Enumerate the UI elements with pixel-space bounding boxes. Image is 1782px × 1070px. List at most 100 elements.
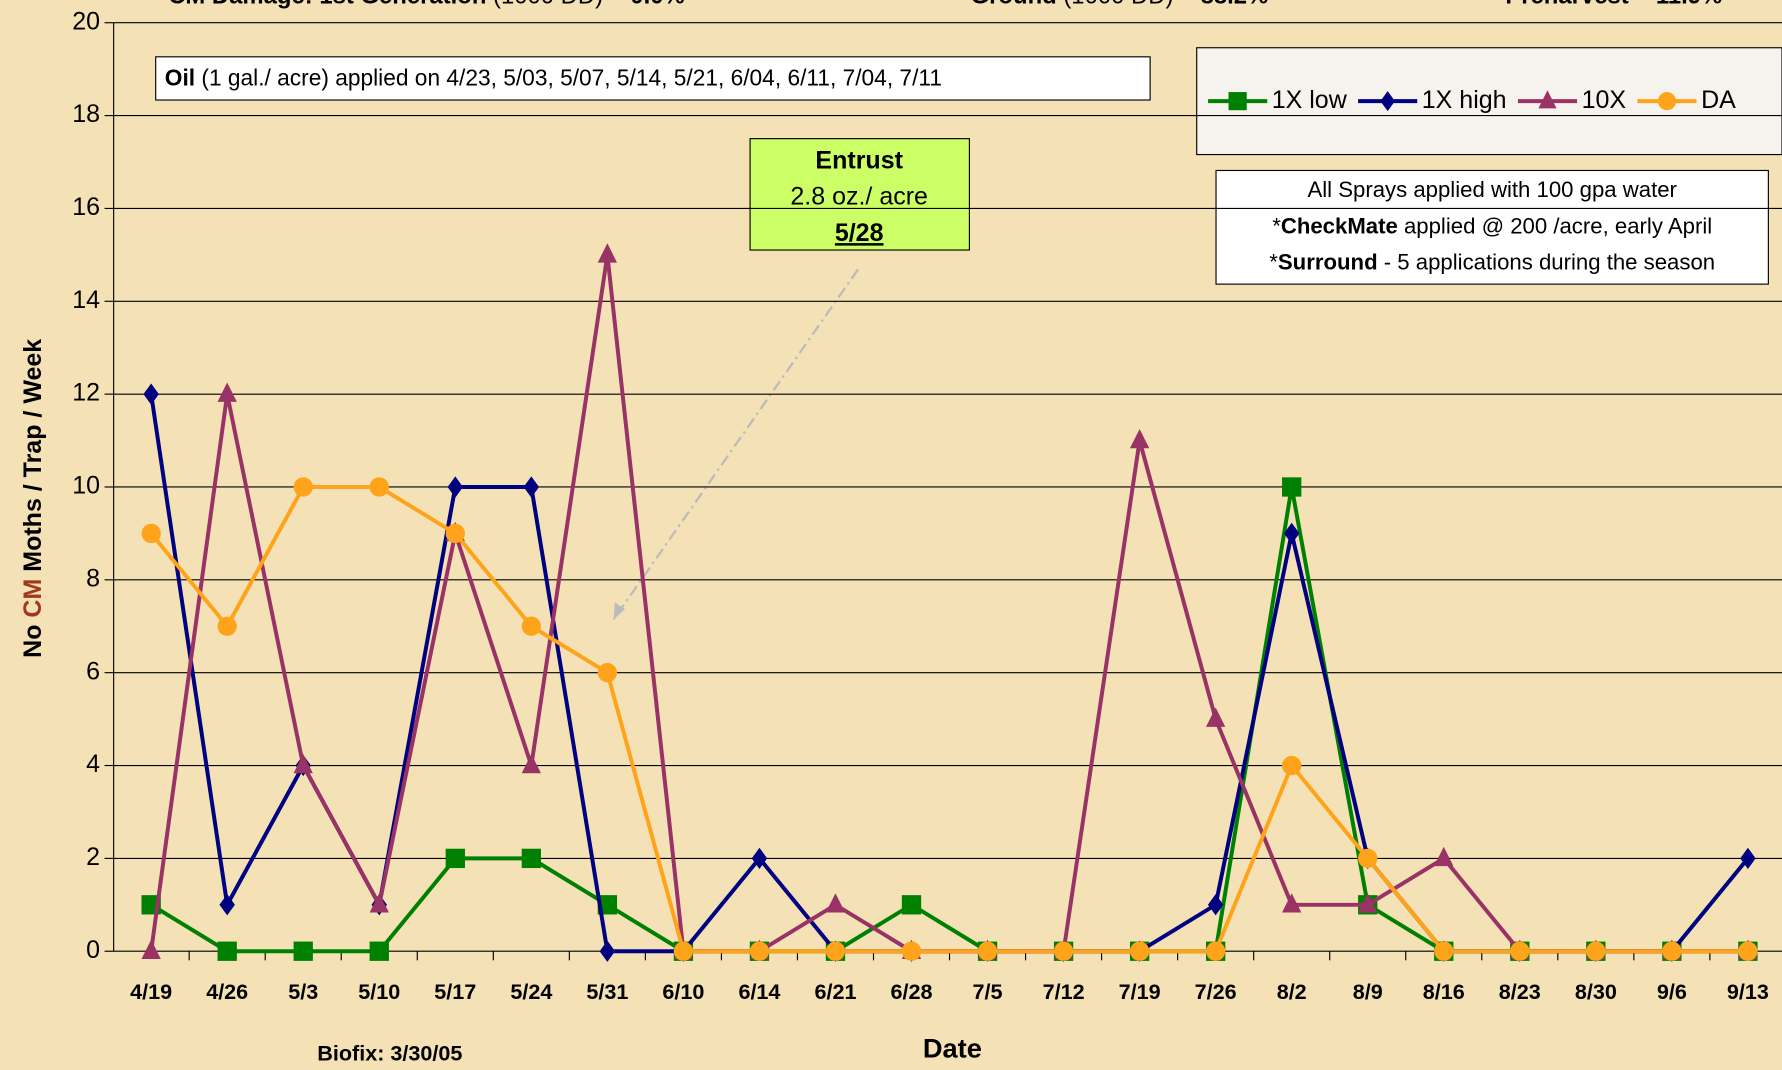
x-tick-label: 5/24 [510,979,552,1004]
text-part: CM [19,579,47,618]
marker [369,893,389,913]
marker [977,941,998,961]
marker [825,893,846,913]
x-tick-label: 5/10 [358,979,400,1004]
y-tick-label: 4 [86,750,100,778]
text-part: No [19,618,47,658]
marker [1434,846,1454,867]
x-tick-label: 7/5 [973,979,1003,1004]
x-tick-label: 5/17 [434,979,476,1004]
marker [445,523,465,544]
marker [1282,893,1302,913]
marker [141,523,161,544]
legend-label: 1X high [1422,86,1507,114]
text-part: 0.0% [630,0,684,10]
x-tick-label: 7/26 [1195,979,1237,1004]
text-part: Surround [1278,250,1378,275]
text-part: * [1269,250,1278,275]
marker [1586,941,1606,961]
y-tick-label: 12 [72,379,100,407]
rich-text: All Sprays applied with 100 gpa water [1307,177,1677,202]
marker [1538,90,1557,109]
marker [1282,755,1302,776]
marker [217,941,237,961]
marker [1358,893,1378,913]
x-tick-label: 7/19 [1119,979,1161,1004]
text-part: (1 gal./ acre) applied on 4/23, 5/03, 5/… [195,65,942,91]
x-tick-label: 6/10 [662,979,704,1004]
marker [217,616,237,636]
x-tick-label: 8/30 [1575,979,1617,1004]
marker [901,941,922,961]
text-part: 1st Generation [313,0,487,10]
text-part: Moths / Trap / Week [19,339,47,579]
rich-text: *CheckMate applied @ 200 /acre, early Ap… [1272,213,1712,238]
text-part: applied @ 200 /acre, early April [1398,213,1712,238]
arrow [612,268,859,621]
y-tick-label: 14 [72,286,100,314]
text-part: - 5 applications during the season [1378,250,1715,275]
y-tick-label: 8 [86,564,100,592]
rich-text: CM Damage: 1st Generation (1000 DD) = 0.… [168,0,685,10]
text-part: Ground [971,0,1057,10]
x-tick-label: 6/14 [738,979,780,1004]
marker [1358,848,1378,869]
entrust-box [749,138,970,251]
legend-label: DA [1701,86,1736,114]
rich-text: 5/28 [835,219,884,247]
marker [1510,941,1530,961]
marker [293,477,313,497]
marker [901,895,922,915]
marker [293,753,313,774]
marker [1129,428,1150,449]
x-tick-label: 6/28 [891,979,933,1004]
x-tick-label: 5/3 [288,979,318,1004]
marker [751,847,768,870]
marker [447,476,464,498]
text-part: 5/28 [835,219,884,247]
rich-text: Oil (1 gal./ acre) applied on 4/23, 5/03… [165,65,942,91]
text-part: Entrust [815,146,903,174]
marker [1129,941,1150,961]
marker [1738,941,1758,961]
marker [293,941,313,961]
rich-text: Preharvest = 11.9% [1505,0,1722,10]
text-part: 2.8 oz./ acre [790,182,928,210]
rich-text: Entrust [815,146,903,174]
legend-label: 10X [1582,86,1627,114]
rich-text: *Surround - 5 applications during the se… [1269,250,1715,275]
x-tick-label: 8/9 [1353,979,1383,1004]
x-tick-label: 9/6 [1657,979,1687,1004]
x-tick-label: 7/12 [1043,979,1085,1004]
rich-text: Ground (1000 DD) = 88.2% [971,0,1269,10]
x-axis-label: Date [923,1032,982,1063]
series-line [150,486,1748,954]
text-part: CM Damage: [168,0,313,10]
x-tick-label: 6/21 [814,979,856,1004]
marker [369,477,389,497]
marker [521,753,541,774]
marker [143,383,159,405]
rich-text: No CM Moths / Trap / Week [19,339,47,658]
marker [1434,941,1454,961]
x-tick-label: 8/16 [1423,979,1465,1004]
marker [673,941,694,961]
y-tick-label: 16 [72,193,100,221]
marker [1283,522,1300,545]
y-tick-label: 18 [72,100,100,128]
marker [1657,92,1677,111]
series-line [149,254,1748,954]
text-part: 88.2% [1201,0,1269,10]
marker [1662,941,1682,961]
marker [217,382,237,402]
x-tick-label: 5/31 [586,979,628,1004]
arrow-head [613,602,626,620]
text-part: (1000 DD) = [486,0,630,10]
marker [521,616,541,636]
biofix: Biofix: 3/30/05 [317,1040,462,1065]
marker [599,940,616,962]
series-line [149,484,1748,954]
marker [749,941,770,961]
marker [369,941,389,961]
